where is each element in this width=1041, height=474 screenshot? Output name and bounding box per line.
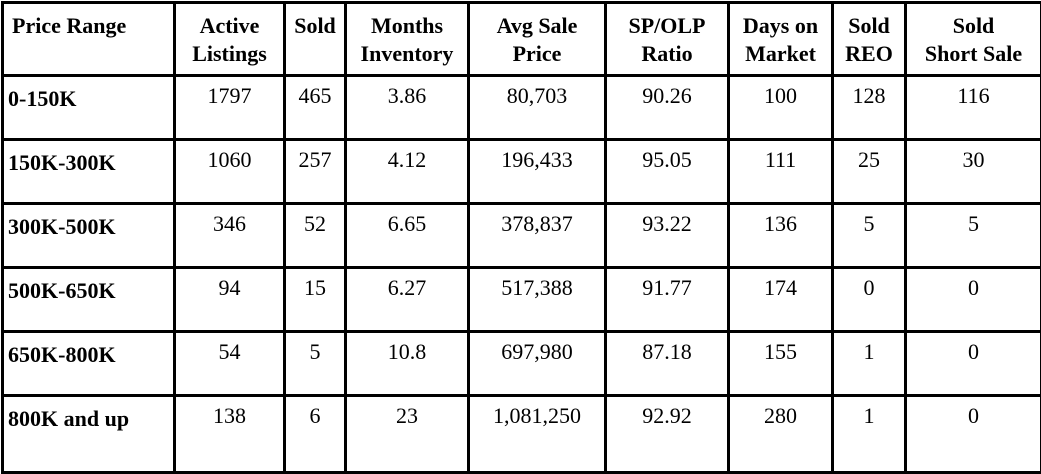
header-active-listings-line-1: Active [200,13,260,38]
cell-sold-reo: 1 [833,332,906,396]
cell-sold-reo: 0 [833,268,906,332]
header-avg-sale-price-line-1: Avg Sale [497,13,578,38]
cell-active-listings: 138 [175,396,285,473]
header-sp-olp-ratio: SP/OLP Ratio [606,3,729,76]
cell-months-inventory: 10.8 [346,332,469,396]
header-sold-short-sale-line-1: Sold [953,13,995,38]
header-active-listings-line-2: Listings [192,41,267,66]
cell-months-inventory: 3.86 [346,76,469,140]
header-sold-reo-line-1: Sold [848,13,890,38]
cell-months-inventory: 6.65 [346,204,469,268]
cell-sold: 5 [285,332,346,396]
cell-months-inventory: 4.12 [346,140,469,204]
header-active-listings: Active Listings [175,3,285,76]
header-price-range: Price Range [3,3,175,76]
cell-sold-reo: 25 [833,140,906,204]
cell-sold-short-sale: 0 [906,396,1041,473]
cell-sold-short-sale: 30 [906,140,1041,204]
cell-sold-short-sale: 116 [906,76,1041,140]
cell-days-on-market: 136 [729,204,833,268]
header-sold: Sold [285,3,346,76]
cell-days-on-market: 111 [729,140,833,204]
cell-days-on-market: 155 [729,332,833,396]
cell-sold-reo: 1 [833,396,906,473]
cell-sold: 465 [285,76,346,140]
header-sold-reo-line-2: REO [845,41,893,66]
cell-sold-reo: 5 [833,204,906,268]
cell-avg-sale-price: 517,388 [469,268,606,332]
cell-active-listings: 1797 [175,76,285,140]
cell-price-range: 650K-800K [3,332,175,396]
cell-price-range: 500K-650K [3,268,175,332]
header-sold-line-1: Sold [294,13,336,38]
header-price-range-line-1: Price Range [12,13,126,38]
header-sold-short-sale: Sold Short Sale [906,3,1041,76]
cell-price-range: 800K and up [3,396,175,473]
cell-months-inventory: 23 [346,396,469,473]
header-days-on-market-line-2: Market [745,41,816,66]
cell-price-range: 150K-300K [3,140,175,204]
header-row: Price Range Active Listings Sold Months … [3,3,1041,76]
cell-sold: 52 [285,204,346,268]
cell-sold-short-sale: 0 [906,268,1041,332]
cell-sold-short-sale: 0 [906,332,1041,396]
cell-sp-olp-ratio: 87.18 [606,332,729,396]
cell-sp-olp-ratio: 92.92 [606,396,729,473]
cell-sp-olp-ratio: 91.77 [606,268,729,332]
cell-days-on-market: 280 [729,396,833,473]
cell-months-inventory: 6.27 [346,268,469,332]
header-sp-olp-ratio-line-2: Ratio [641,41,692,66]
cell-avg-sale-price: 378,837 [469,204,606,268]
header-sp-olp-ratio-line-1: SP/OLP [628,13,705,38]
cell-sold-short-sale: 5 [906,204,1041,268]
cell-avg-sale-price: 80,703 [469,76,606,140]
cell-sp-olp-ratio: 95.05 [606,140,729,204]
cell-price-range: 0-150K [3,76,175,140]
cell-active-listings: 94 [175,268,285,332]
header-avg-sale-price-line-2: Price [513,41,562,66]
header-months-inventory-line-2: Inventory [361,41,454,66]
cell-avg-sale-price: 196,433 [469,140,606,204]
header-days-on-market-line-1: Days on [743,13,818,38]
header-sold-reo: Sold REO [833,3,906,76]
header-sold-short-sale-line-2: Short Sale [925,41,1022,66]
cell-days-on-market: 174 [729,268,833,332]
cell-sold: 257 [285,140,346,204]
cell-sold-reo: 128 [833,76,906,140]
cell-days-on-market: 100 [729,76,833,140]
cell-active-listings: 54 [175,332,285,396]
cell-sp-olp-ratio: 93.22 [606,204,729,268]
cell-price-range: 300K-500K [3,204,175,268]
cell-active-listings: 346 [175,204,285,268]
cell-sp-olp-ratio: 90.26 [606,76,729,140]
cell-sold: 6 [285,396,346,473]
header-avg-sale-price: Avg Sale Price [469,3,606,76]
header-months-inventory: Months Inventory [346,3,469,76]
cell-sold: 15 [285,268,346,332]
cell-avg-sale-price: 1,081,250 [469,396,606,473]
header-days-on-market: Days on Market [729,3,833,76]
cell-avg-sale-price: 697,980 [469,332,606,396]
header-months-inventory-line-1: Months [371,13,443,38]
cell-active-listings: 1060 [175,140,285,204]
